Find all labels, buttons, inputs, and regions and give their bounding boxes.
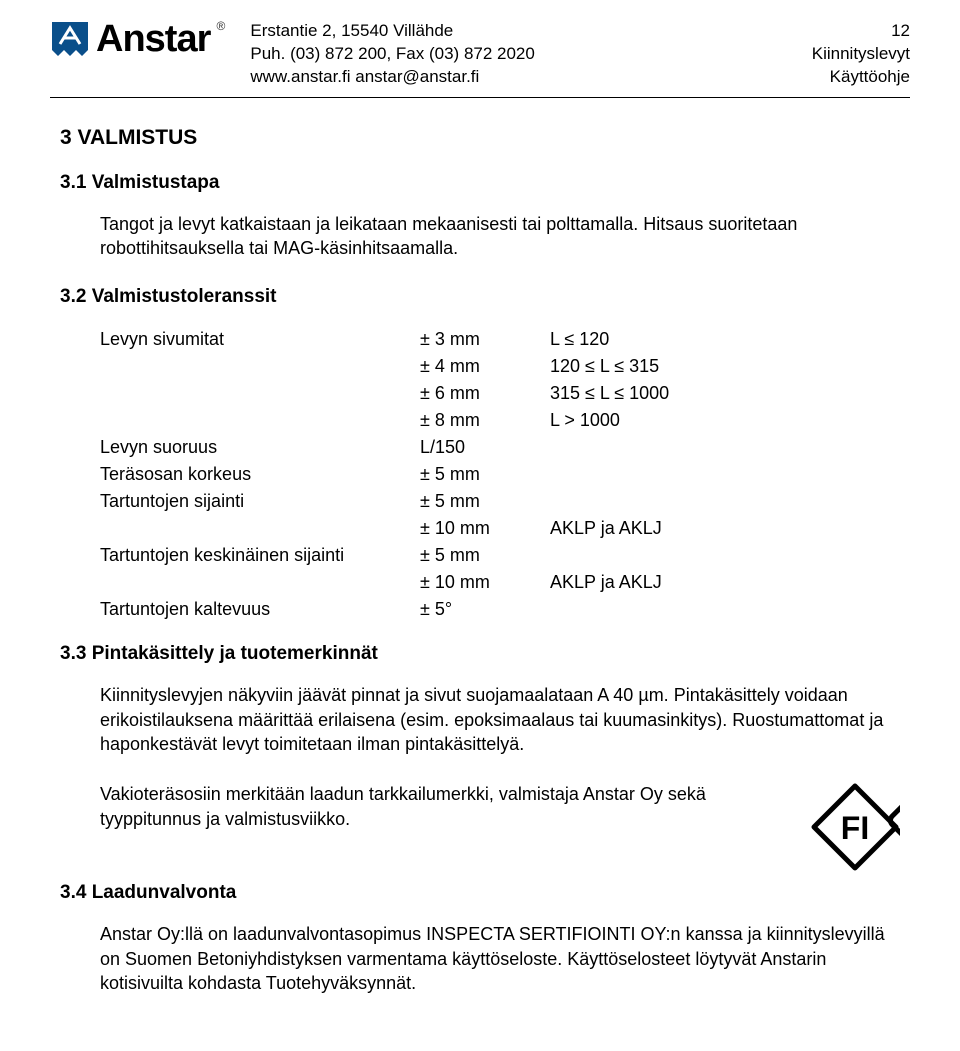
header-right: 12 Kiinnityslevyt Käyttöohje <box>770 20 910 89</box>
header-rule <box>50 97 910 98</box>
tol-value: ± 5 mm <box>420 461 550 488</box>
tol-value: ± 5° <box>420 596 550 623</box>
document-header: Anstar ® Erstantie 2, 15540 Villähde Puh… <box>50 20 910 89</box>
tolerance-row: ± 4 mm120 ≤ L ≤ 315 <box>100 353 900 380</box>
tol-label: Tartuntojen sijainti <box>100 488 420 515</box>
fi-badge-icon: FI <box>810 782 900 872</box>
tolerance-row: Levyn sivumitat± 3 mmL ≤ 120 <box>100 326 900 353</box>
tol-label: Tartuntojen kaltevuus <box>100 596 420 623</box>
tol-condition: AKLP ja AKLJ <box>550 515 662 542</box>
tol-condition: L > 1000 <box>550 407 620 434</box>
page: Anstar ® Erstantie 2, 15540 Villähde Puh… <box>0 0 960 1051</box>
tolerance-table: Levyn sivumitat± 3 mmL ≤ 120± 4 mm120 ≤ … <box>100 326 900 623</box>
logo: Anstar ® <box>50 20 210 64</box>
fi-badge-label: FI <box>841 810 869 846</box>
section-3-4-heading: 3.4 Laadunvalvonta <box>60 882 900 904</box>
tol-label <box>100 515 420 542</box>
tol-value: ± 6 mm <box>420 380 550 407</box>
tolerance-row: Levyn suoruusL/150 <box>100 434 900 461</box>
tol-label <box>100 353 420 380</box>
phone-line: Puh. (03) 872 200, Fax (03) 872 2020 <box>250 43 770 66</box>
section-3-3-p1: Kiinnityslevyjen näkyviin jäävät pinnat … <box>100 683 900 756</box>
registered-icon: ® <box>217 20 225 32</box>
section-3-2-heading: 3.2 Valmistustoleranssit <box>60 286 900 308</box>
page-number: 12 <box>770 20 910 43</box>
tol-value: ± 5 mm <box>420 542 550 569</box>
section-3-4-body: Anstar Oy:llä on laadunvalvontasopimus I… <box>100 922 900 995</box>
tol-label <box>100 569 420 596</box>
doc-subtitle: Käyttöohje <box>770 66 910 89</box>
tol-value: ± 10 mm <box>420 515 550 542</box>
tolerance-row: Tartuntojen keskinäinen sijainti± 5 mm <box>100 542 900 569</box>
section-3-heading: 3 VALMISTUS <box>60 126 900 150</box>
logo-text: Anstar ® <box>96 20 210 58</box>
tol-condition: 120 ≤ L ≤ 315 <box>550 353 659 380</box>
tolerance-row: Tartuntojen kaltevuus± 5° <box>100 596 900 623</box>
section-3-3-heading: 3.3 Pintakäsittely ja tuotemerkinnät <box>60 643 900 665</box>
tol-condition: L ≤ 120 <box>550 326 609 353</box>
tol-condition: 315 ≤ L ≤ 1000 <box>550 380 669 407</box>
section-3-1-body: Tangot ja levyt katkaistaan ja leikataan… <box>100 212 900 261</box>
logo-mark-icon <box>50 20 90 64</box>
tol-label: Teräsosan korkeus <box>100 461 420 488</box>
tol-value: ± 5 mm <box>420 488 550 515</box>
doc-title: Kiinnityslevyt <box>770 43 910 66</box>
tolerance-row: Tartuntojen sijainti± 5 mm <box>100 488 900 515</box>
tol-label: Tartuntojen keskinäinen sijainti <box>100 542 420 569</box>
tolerance-row: ± 10 mmAKLP ja AKLJ <box>100 569 900 596</box>
tol-value: L/150 <box>420 434 550 461</box>
tol-condition: AKLP ja AKLJ <box>550 569 662 596</box>
tol-label <box>100 380 420 407</box>
section-3-1-heading: 3.1 Valmistustapa <box>60 172 900 194</box>
tol-label <box>100 407 420 434</box>
tol-label: Levyn suoruus <box>100 434 420 461</box>
content: 3 VALMISTUS 3.1 Valmistustapa Tangot ja … <box>50 126 910 995</box>
tol-value: ± 4 mm <box>420 353 550 380</box>
tolerance-row: ± 10 mmAKLP ja AKLJ <box>100 515 900 542</box>
tolerance-row: ± 6 mm315 ≤ L ≤ 1000 <box>100 380 900 407</box>
logo-name: Anstar <box>96 18 210 60</box>
tolerance-row: ± 8 mmL > 1000 <box>100 407 900 434</box>
tol-value: ± 10 mm <box>420 569 550 596</box>
web-line: www.anstar.fi anstar@anstar.fi <box>250 66 770 89</box>
tol-label: Levyn sivumitat <box>100 326 420 353</box>
header-center: Erstantie 2, 15540 Villähde Puh. (03) 87… <box>250 20 770 89</box>
tol-value: ± 8 mm <box>420 407 550 434</box>
section-3-3-p2: Vakioteräsosiin merkitään laadun tarkkai… <box>100 782 900 831</box>
tol-value: ± 3 mm <box>420 326 550 353</box>
section-3-3-block: FI Vakioteräsosiin merkitään laadun tark… <box>100 782 900 882</box>
tolerance-row: Teräsosan korkeus± 5 mm <box>100 461 900 488</box>
address-line: Erstantie 2, 15540 Villähde <box>250 20 770 43</box>
